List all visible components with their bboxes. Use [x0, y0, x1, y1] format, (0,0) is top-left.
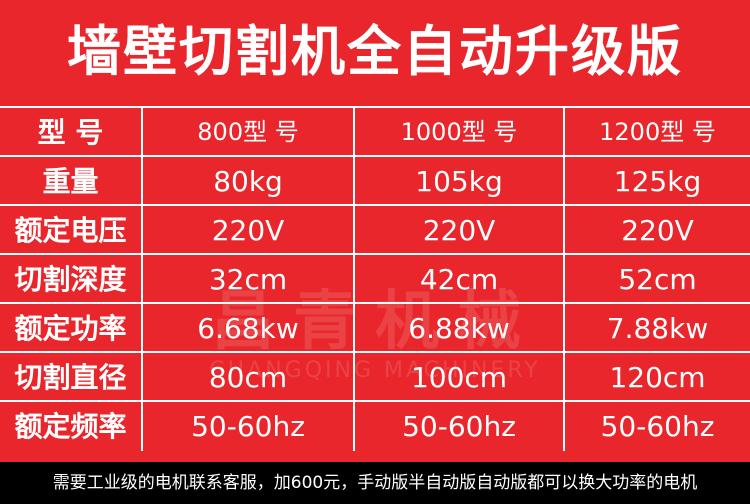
- row-label: 切割直径: [0, 353, 143, 400]
- cell: 7.88kw: [606, 312, 709, 345]
- title: 墙壁切割机全自动升级版: [67, 20, 683, 83]
- table-row: 额定功率 6.68kw 6.88kw 7.88kw: [0, 304, 750, 353]
- column-header: 800型 号: [143, 108, 355, 155]
- cell: 220V: [621, 214, 694, 247]
- cell: 6.88kw: [355, 304, 565, 351]
- cell: 220V: [143, 206, 355, 253]
- cell: 50-60hz: [600, 410, 715, 443]
- table-row: 额定电压 220V 220V 220V: [0, 206, 750, 255]
- cell: 105kg: [355, 157, 565, 204]
- table-row: 额定频率 50-60hz 50-60hz 50-60hz: [0, 402, 750, 451]
- row-label: 重量: [0, 157, 143, 204]
- cell: 50-60hz: [143, 402, 355, 451]
- cell: 125kg: [613, 165, 702, 198]
- cell: 52cm: [618, 263, 697, 296]
- cell: 32cm: [143, 255, 355, 302]
- cell: 80kg: [143, 157, 355, 204]
- header-row: 型 号 800型 号 1000型 号 1200型 号: [0, 108, 750, 157]
- cell: 6.68kw: [143, 304, 355, 351]
- table-row: 切割深度 32cm 42cm 52cm: [0, 255, 750, 304]
- cell: 50-60hz: [355, 402, 565, 451]
- footer-note: 需要工业级的电机联系客服，加600元，手动版半自动版自动版都可以换大功率的电机: [0, 462, 750, 504]
- cell: 220V: [355, 206, 565, 253]
- cell: 80cm: [143, 353, 355, 400]
- column-header: 1000型 号: [355, 108, 565, 155]
- table-row: 重量 80kg 105kg 125kg: [0, 157, 750, 206]
- cell: 42cm: [355, 255, 565, 302]
- table-row: 切割直径 80cm 100cm 120cm: [0, 353, 750, 402]
- cell: 120cm: [609, 361, 706, 394]
- cell: 100cm: [355, 353, 565, 400]
- column-header: 型 号: [0, 108, 143, 155]
- column-header: 1200型 号: [599, 118, 716, 146]
- row-label: 额定频率: [0, 402, 143, 451]
- row-label: 额定电压: [0, 206, 143, 253]
- spec-table: 型 号 800型 号 1000型 号 1200型 号重量 80kg 105kg 125kg 额…: [0, 106, 750, 451]
- row-label: 切割深度: [0, 255, 143, 302]
- row-label: 额定功率: [0, 304, 143, 351]
